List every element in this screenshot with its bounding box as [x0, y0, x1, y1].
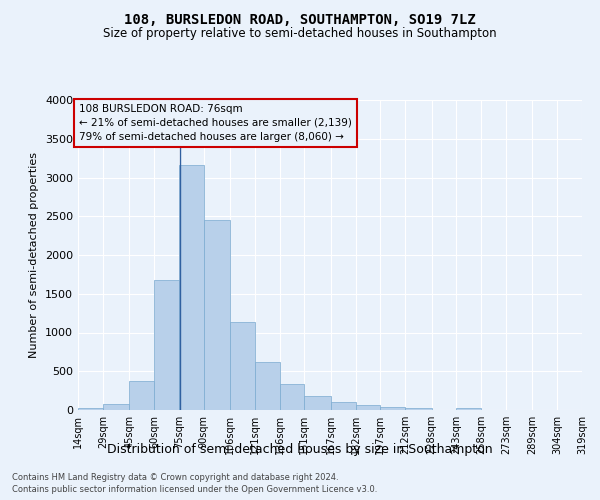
Bar — [405, 408, 431, 410]
Bar — [179, 165, 203, 410]
Bar — [331, 402, 356, 410]
Text: 108, BURSLEDON ROAD, SOUTHAMPTON, SO19 7LZ: 108, BURSLEDON ROAD, SOUTHAMPTON, SO19 7… — [124, 12, 476, 26]
Bar — [230, 322, 255, 410]
Bar — [78, 408, 103, 410]
Bar — [255, 362, 280, 410]
Text: Contains HM Land Registry data © Crown copyright and database right 2024.: Contains HM Land Registry data © Crown c… — [12, 472, 338, 482]
Text: Distribution of semi-detached houses by size in Southampton: Distribution of semi-detached houses by … — [107, 442, 493, 456]
Text: 108 BURSLEDON ROAD: 76sqm
← 21% of semi-detached houses are smaller (2,139)
79% : 108 BURSLEDON ROAD: 76sqm ← 21% of semi-… — [79, 104, 352, 142]
Bar — [380, 407, 405, 410]
Bar — [154, 280, 179, 410]
Text: Contains public sector information licensed under the Open Government Licence v3: Contains public sector information licen… — [12, 485, 377, 494]
Y-axis label: Number of semi-detached properties: Number of semi-detached properties — [29, 152, 40, 358]
Bar — [103, 404, 129, 410]
Bar — [457, 408, 481, 410]
Bar — [356, 406, 380, 410]
Bar — [280, 384, 304, 410]
Bar — [203, 220, 230, 410]
Text: Size of property relative to semi-detached houses in Southampton: Size of property relative to semi-detach… — [103, 28, 497, 40]
Bar — [304, 396, 331, 410]
Bar — [129, 380, 154, 410]
